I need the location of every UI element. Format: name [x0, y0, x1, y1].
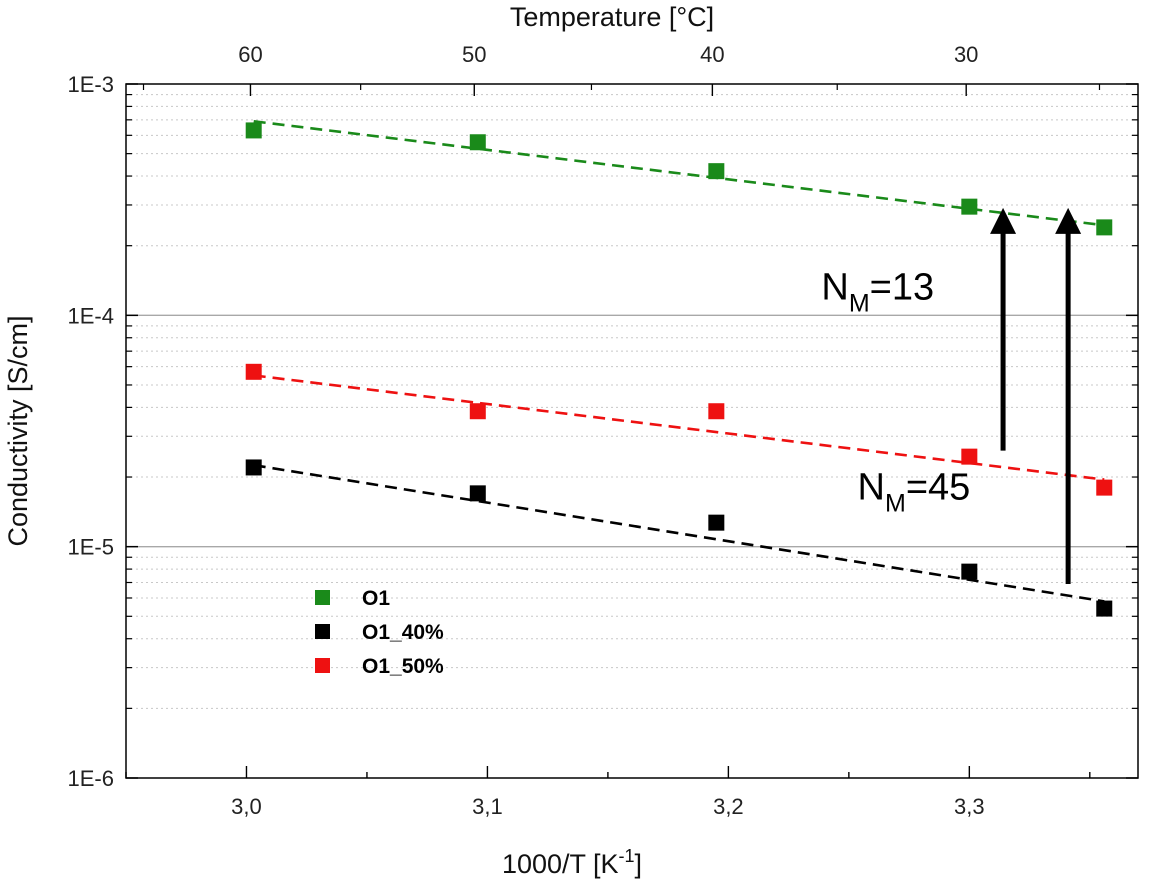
- fit-line-O1_40%: [253, 463, 1105, 603]
- fit-lines: [253, 119, 1105, 603]
- annotation-label: NM=13: [821, 267, 934, 318]
- data-point-O1_50%: [469, 403, 486, 420]
- y-axis-title: Conductivity [S/cm]: [3, 315, 33, 546]
- data-points: [245, 122, 1113, 617]
- data-point-O1_50%: [961, 448, 978, 465]
- x-tick-label: 3,2: [713, 794, 744, 819]
- data-point-O1_40%: [245, 459, 262, 476]
- annotation-label: NM=45: [858, 466, 971, 517]
- y-tick-label: 1E-4: [68, 303, 114, 328]
- legend-swatch-O1: [315, 590, 330, 605]
- x-axis-title-main: 1000/T [K: [502, 849, 619, 879]
- top-tick-label: 60: [238, 42, 262, 67]
- top-axis-title: Temperature [°C]: [510, 2, 714, 32]
- arrow-head: [990, 207, 1017, 234]
- data-point-O1: [245, 122, 262, 139]
- top-tick-label: 50: [462, 42, 486, 67]
- top-tick-label: 30: [954, 42, 978, 67]
- data-point-O1_40%: [961, 563, 978, 580]
- data-point-O1_50%: [1096, 479, 1113, 496]
- y-tick-label: 1E-3: [68, 72, 114, 97]
- plot-frame: [125, 83, 1139, 779]
- x-axis-title: 1000/T [K-1]: [502, 846, 642, 879]
- data-point-O1_40%: [469, 485, 486, 502]
- annotation-rest: =45: [906, 466, 970, 508]
- x-tick-label: 3,3: [954, 794, 985, 819]
- y-tick-label: 1E-6: [68, 766, 114, 791]
- annotation-rest: =13: [870, 267, 934, 309]
- data-point-O1_50%: [708, 403, 725, 420]
- x-tick-label: 3,1: [472, 794, 503, 819]
- annotation-main: N: [821, 267, 848, 309]
- ticks: 1E-6 1E-5 1E-4 1E-3 3,0 3,1 3,2 3,3 60 50 40 30: [68, 42, 1138, 819]
- annotation-sub: M: [885, 489, 906, 517]
- y-tick-label: 1E-5: [68, 535, 114, 560]
- annotation-main: N: [858, 466, 885, 508]
- legend-label: O1: [362, 587, 390, 610]
- top-tick-label: 40: [700, 42, 724, 67]
- legend-label: O1_40%: [362, 621, 444, 644]
- annotation-sub: M: [849, 290, 870, 318]
- data-point-O1: [469, 134, 486, 151]
- legend-label: O1_50%: [362, 655, 444, 678]
- legend-swatch-O1_40%: [315, 624, 330, 639]
- legend: O1 O1_40% O1_50%: [315, 587, 444, 678]
- x-tick-label: 3,0: [231, 794, 262, 819]
- data-point-O1_40%: [1096, 600, 1113, 617]
- data-point-O1: [1096, 219, 1113, 236]
- x-axis-title-sup: -1: [619, 846, 635, 866]
- data-point-O1: [961, 198, 978, 215]
- arrow-head: [1055, 207, 1082, 234]
- data-point-O1: [708, 163, 725, 180]
- data-point-O1_50%: [245, 363, 262, 380]
- x-axis-title-end: ]: [635, 849, 643, 879]
- data-point-O1_40%: [708, 514, 725, 531]
- grid: [126, 94, 1138, 709]
- legend-swatch-O1_50%: [315, 658, 330, 673]
